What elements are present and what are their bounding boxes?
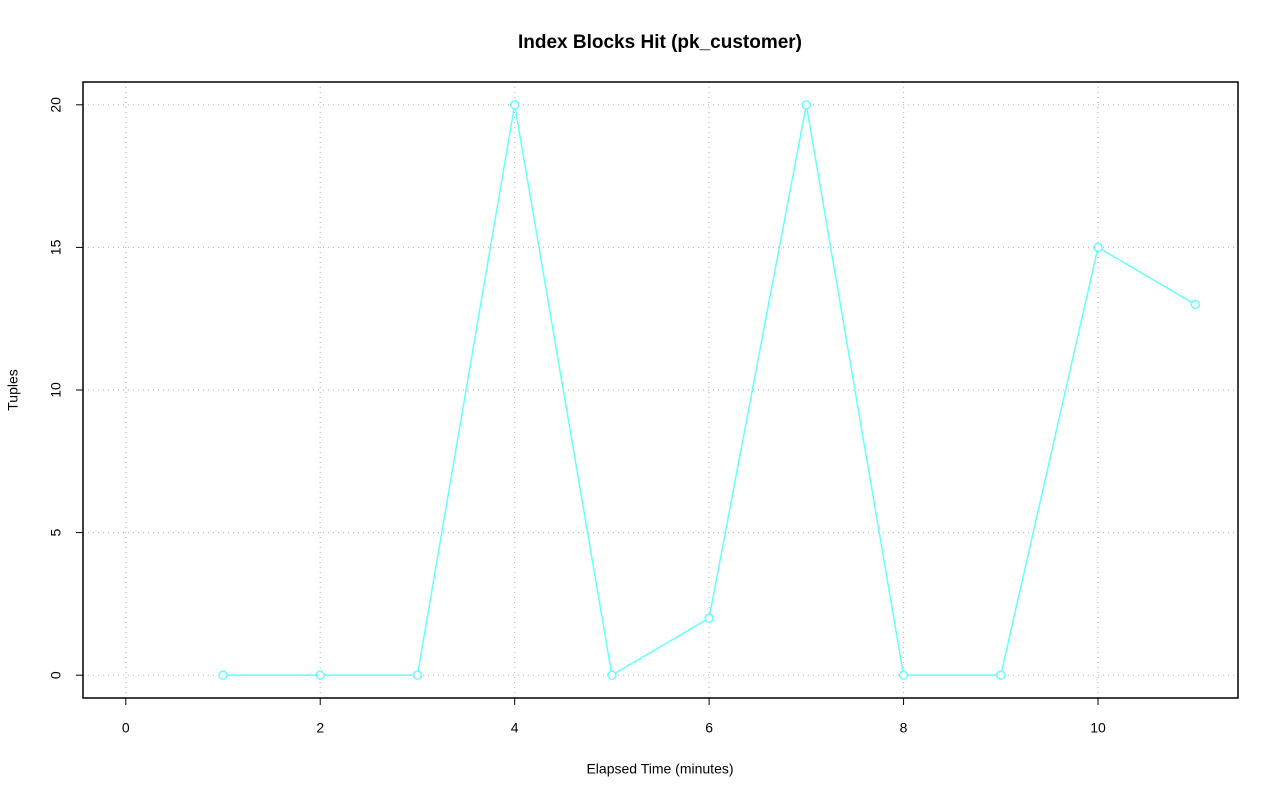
x-axis-label: Elapsed Time (minutes) [586,761,733,777]
data-point [218,670,228,680]
data-point [898,670,909,680]
x-tick-label: 4 [511,720,519,736]
x-tick-label: 2 [316,720,324,736]
x-tick-label: 0 [122,720,130,736]
data-point [412,670,423,680]
y-tick-label: 5 [48,528,64,536]
data-point [509,100,520,110]
y-axis-label: Tuples [5,369,21,411]
plot-frame [82,81,1239,699]
y-tick-label: 10 [48,382,64,398]
data-point [315,670,325,680]
data-point [996,670,1006,680]
chart-title: Index Blocks Hit (pk_customer) [518,32,802,53]
data-point [607,670,617,680]
y-tick-label: 0 [48,671,64,679]
data-point [1190,299,1200,310]
x-tick-label: 6 [705,720,713,736]
x-tick-label: 10 [1090,720,1106,736]
data-point [704,613,714,623]
data-point [1093,242,1103,253]
x-tick-label: 8 [900,720,908,736]
y-tick-label: 20 [48,97,64,113]
y-tick-label: 15 [48,239,64,255]
data-point [801,100,812,110]
